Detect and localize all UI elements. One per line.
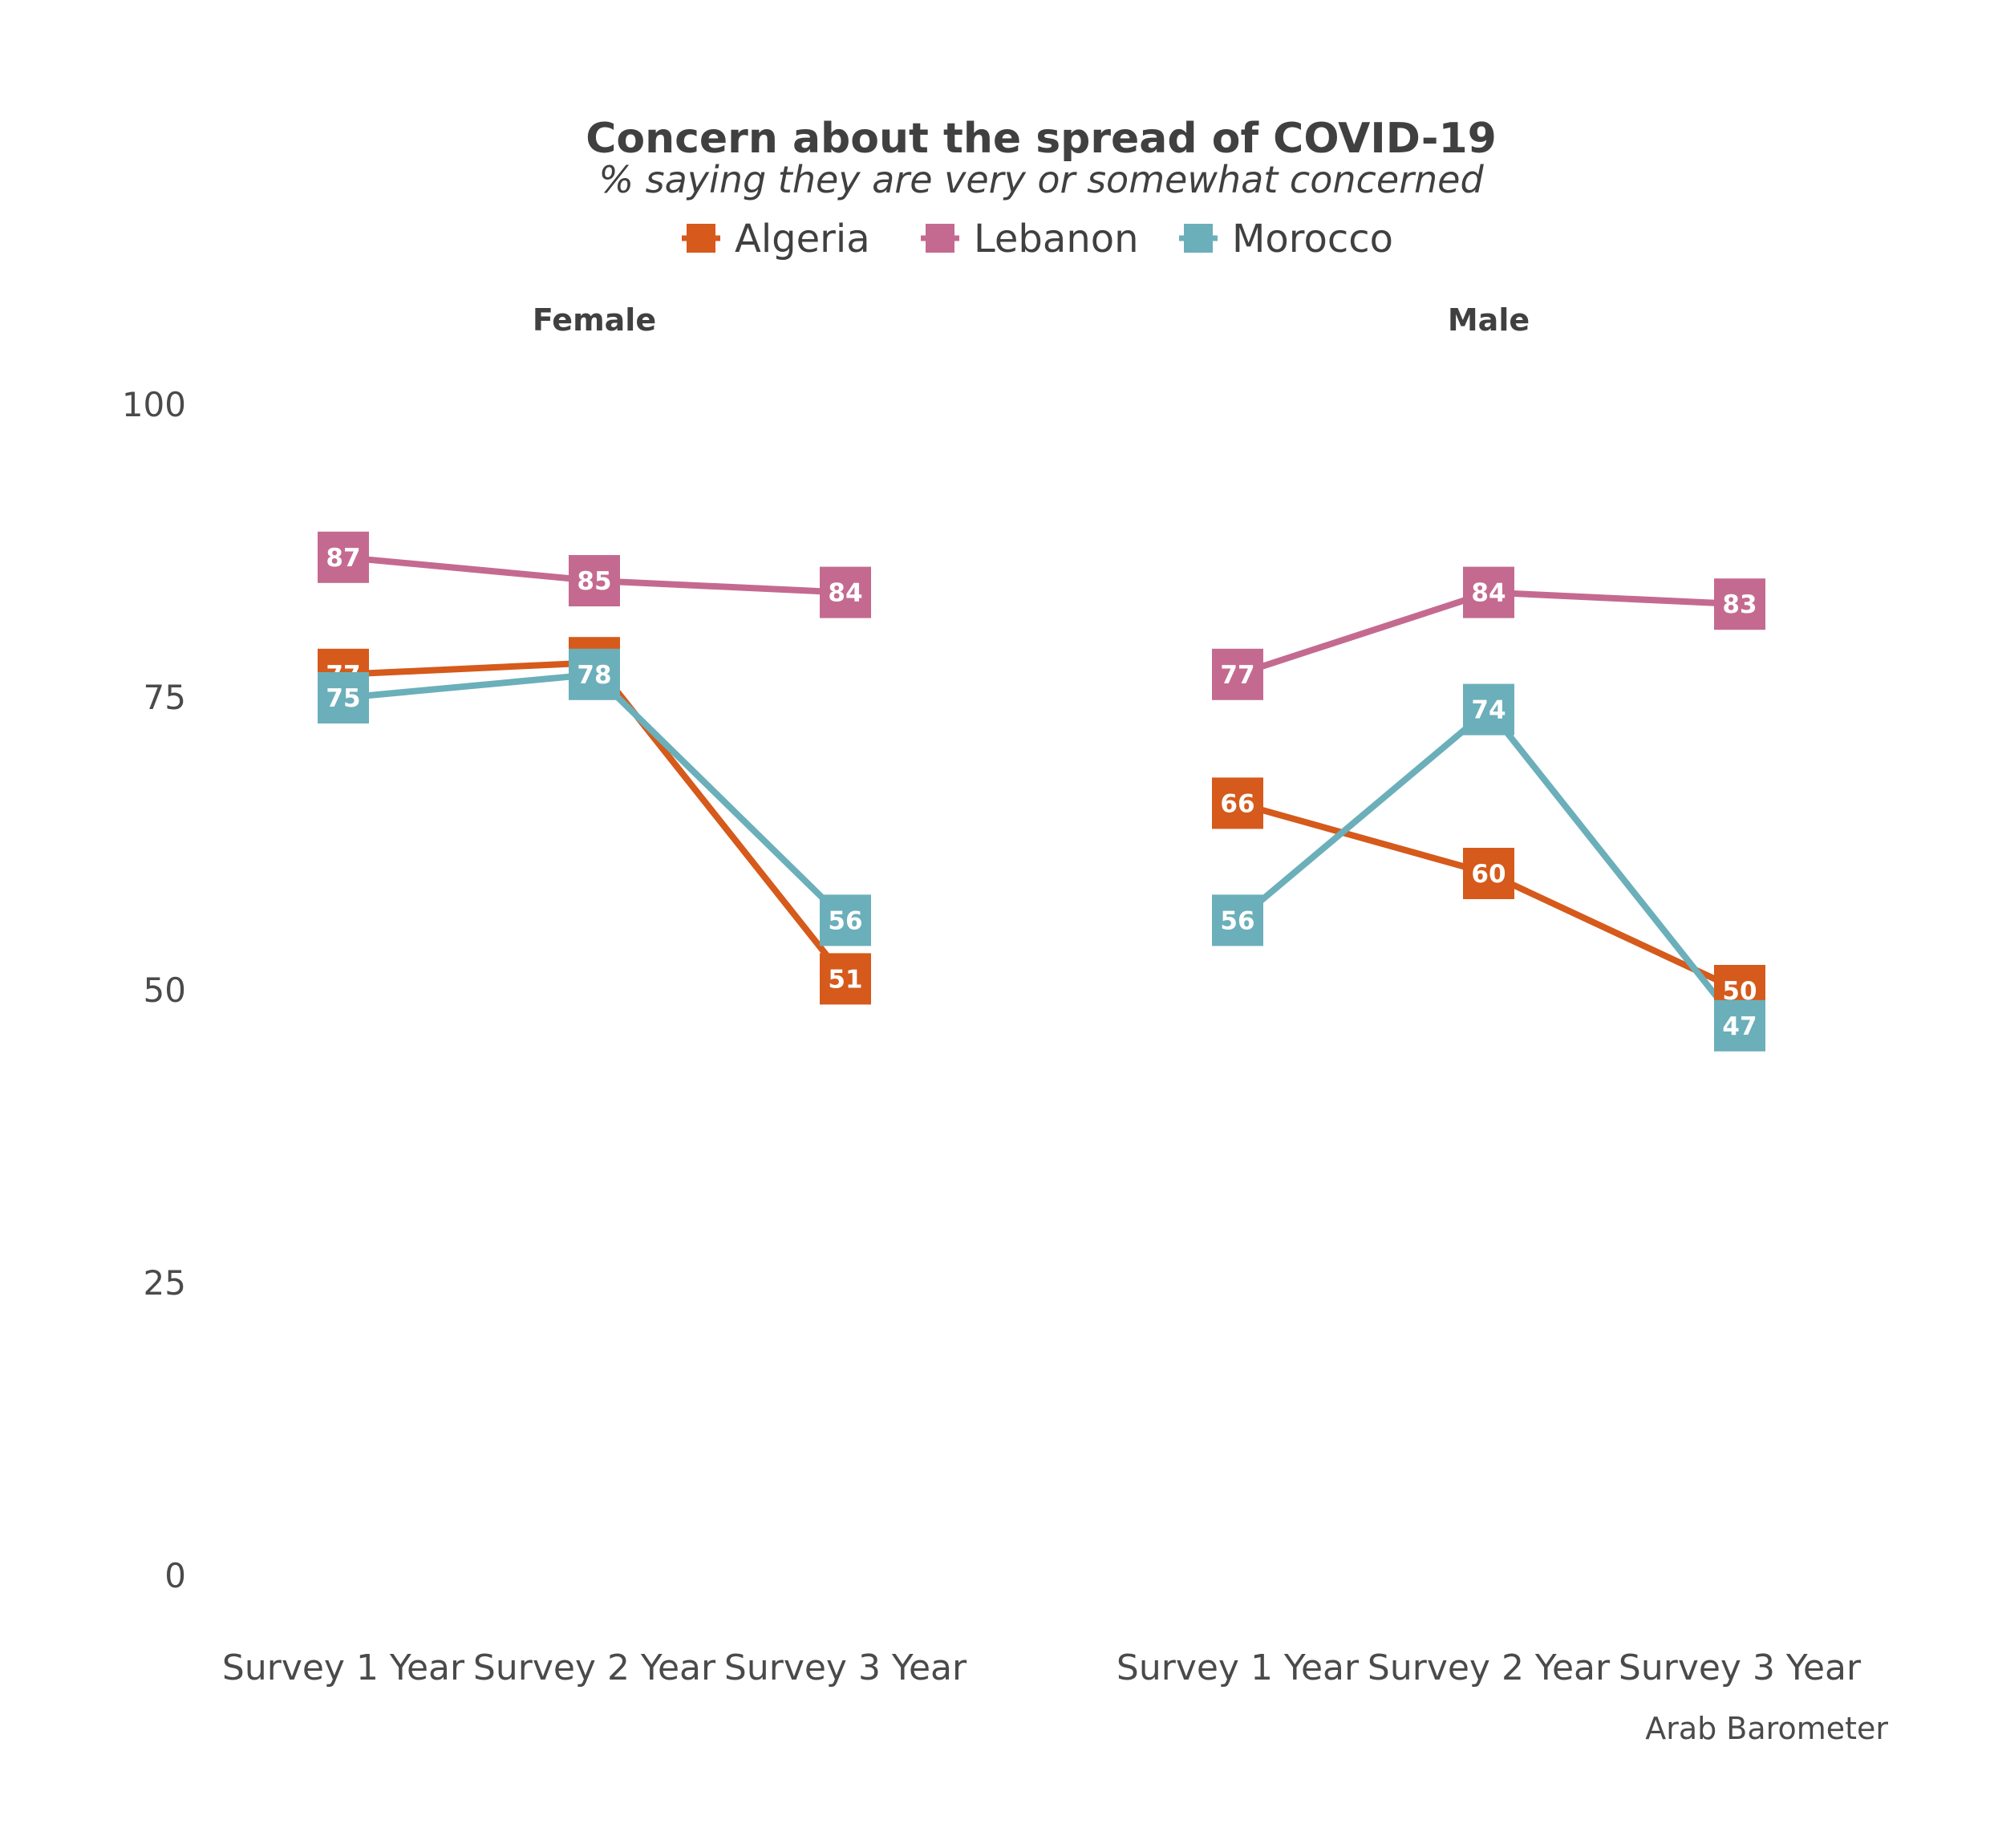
series-line-female-algeria <box>340 659 849 983</box>
facet-male: Male Survey 1 Year Survey 2 Year Survey 3 Y… <box>1116 302 1862 1688</box>
x-tick-label-female-1: Survey 1 Year <box>222 1647 465 1688</box>
legend: Algeria Lebanon Morocco <box>682 217 1393 261</box>
data-label-male-morocco-1: 56 <box>1220 906 1254 935</box>
point-female-morocco-1 <box>318 672 369 723</box>
data-label-female-lebanon-2: 85 <box>577 567 611 596</box>
point-female-morocco-2 <box>569 648 620 700</box>
data-label-male-algeria-2: 60 <box>1471 860 1506 889</box>
legend-swatch-lebanon <box>926 224 954 253</box>
data-label-female-lebanon-3: 84 <box>828 579 862 608</box>
point-female-algeria-3 <box>820 953 871 1005</box>
legend-item-lebanon: Lebanon <box>921 217 1139 261</box>
y-axis: 0 25 50 75 100 <box>122 385 186 1595</box>
data-label-female-morocco-1: 75 <box>326 684 360 713</box>
point-female-lebanon-1 <box>318 531 369 583</box>
data-label-male-algeria-1: 66 <box>1220 789 1254 818</box>
point-male-lebanon-1 <box>1212 648 1263 700</box>
point-female-lebanon-2 <box>569 555 620 606</box>
legend-swatch-morocco <box>1184 224 1213 253</box>
data-label-female-lebanon-1: 87 <box>326 544 360 573</box>
x-tick-label-male-2: Survey 2 Year <box>1368 1647 1611 1688</box>
data-label-female-morocco-3: 56 <box>828 906 862 935</box>
facet-female: Female Survey 1 Year Survey 2 Year Survey 3… <box>222 302 967 1688</box>
point-male-lebanon-2 <box>1463 566 1514 618</box>
data-label-male-lebanon-1: 77 <box>1220 661 1254 690</box>
point-male-morocco-2 <box>1463 683 1514 736</box>
legend-item-algeria: Algeria <box>682 217 870 261</box>
y-tick-label-75: 75 <box>144 678 186 717</box>
point-male-algeria-2 <box>1463 848 1514 899</box>
y-tick-label-0: 0 <box>164 1556 186 1595</box>
caption: Arab Barometer <box>1645 1711 1888 1746</box>
y-tick-label-50: 50 <box>144 971 186 1010</box>
facet-title-male: Male <box>1448 302 1530 338</box>
header: Concern about the spread of COVID-19 % s… <box>586 115 1497 201</box>
data-label-male-morocco-2: 74 <box>1471 696 1506 725</box>
x-tick-label-female-2: Survey 2 Year <box>473 1647 716 1688</box>
chart-title: Concern about the spread of COVID-19 <box>586 115 1497 163</box>
legend-item-morocco: Morocco <box>1179 217 1393 261</box>
point-male-lebanon-3 <box>1714 578 1765 630</box>
point-female-lebanon-3 <box>820 566 871 618</box>
point-male-algeria-1 <box>1212 777 1263 829</box>
data-label-male-lebanon-2: 84 <box>1471 579 1506 608</box>
point-male-morocco-1 <box>1212 894 1263 946</box>
data-label-female-morocco-2: 78 <box>577 661 611 690</box>
legend-label-lebanon: Lebanon <box>974 217 1139 261</box>
legend-label-morocco: Morocco <box>1232 217 1393 261</box>
y-tick-label-100: 100 <box>122 385 186 424</box>
x-tick-label-female-3: Survey 3 Year <box>724 1647 967 1688</box>
data-label-male-morocco-3: 47 <box>1722 1012 1757 1041</box>
chart-subtitle: % saying they are very or somewhat conce… <box>598 158 1484 201</box>
x-tick-label-male-3: Survey 3 Year <box>1619 1647 1862 1688</box>
data-label-male-lebanon-3: 83 <box>1722 590 1757 619</box>
y-tick-label-25: 25 <box>144 1263 186 1303</box>
facet-title-female: Female <box>533 302 656 338</box>
x-tick-label-male-1: Survey 1 Year <box>1116 1647 1360 1688</box>
point-male-morocco-3 <box>1714 999 1765 1052</box>
data-label-female-algeria-3: 51 <box>828 965 862 994</box>
point-female-morocco-3 <box>820 894 871 946</box>
legend-label-algeria: Algeria <box>735 217 870 261</box>
legend-swatch-algeria <box>687 224 715 253</box>
